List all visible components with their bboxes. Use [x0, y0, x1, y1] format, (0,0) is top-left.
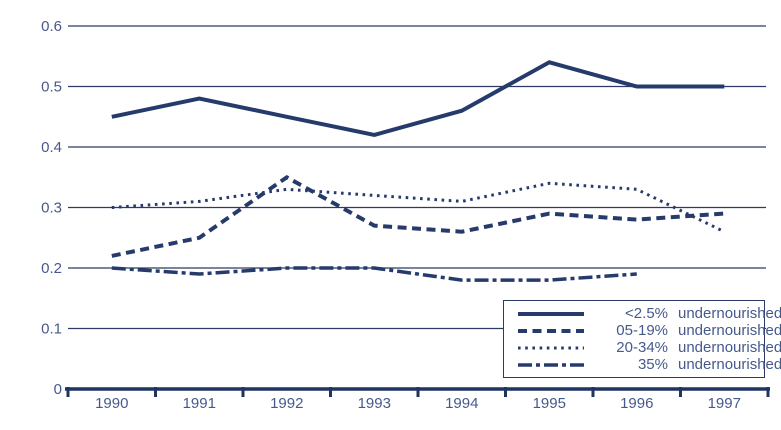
legend-item-05-19-pct: 05-19% undernourished: [516, 322, 781, 339]
legend-pct-label: <2.5%: [625, 305, 668, 322]
legend-text-label: undernourished: [678, 339, 781, 356]
series-line-dashed: [111, 174, 725, 258]
y-axis-tick-label: 0.1: [41, 321, 62, 338]
legend-text-label: undernourished: [678, 322, 781, 339]
legend-item-20-34-pct: 20-34% undernourished: [516, 339, 781, 356]
legend-text-label: undernourished: [678, 356, 781, 373]
x-axis-tick-label: 1995: [533, 395, 566, 412]
series-line-dashdot: [111, 266, 637, 282]
legend-pct-label: 20-34%: [616, 339, 668, 356]
x-axis-tick-label: 1990: [95, 395, 128, 412]
legend-pct-label: 35%: [637, 356, 668, 373]
y-axis-tick-label: 0.2: [41, 260, 62, 277]
x-axis-tick-label: 1997: [708, 395, 741, 412]
x-axis-tick-label: 1992: [270, 395, 303, 412]
legend-line-sample-solid: [518, 311, 584, 316]
x-axis-tick-label: 1993: [358, 395, 391, 412]
y-axis-tick-label: 0.5: [41, 79, 62, 96]
y-axis-tick-label: 0: [54, 381, 62, 398]
legend-line-sample-dotted: [518, 346, 584, 349]
series-line-dotted: [111, 181, 725, 234]
legend-text-label: undernourished: [678, 305, 781, 322]
x-axis-tick-label: 1994: [445, 395, 478, 412]
series-line-solid: [111, 60, 725, 137]
legend-item-under-2-5-pct: <2.5% undernourished: [516, 305, 781, 322]
legend-pct-label: 05-19%: [616, 322, 668, 339]
x-axis-tick-label: 1996: [620, 395, 653, 412]
x-axis-tick-label: 1991: [183, 395, 216, 412]
legend-box: <2.5% undernourished 05-19% undernourish…: [503, 300, 781, 378]
legend-line-sample-dashdot: [518, 362, 584, 367]
legend-line-sample-dashed: [518, 328, 584, 333]
legend-item-35-pct: 35% undernourished: [516, 356, 781, 373]
y-axis-tick-label: 0.6: [41, 18, 62, 35]
y-axis-tick-label: 0.4: [41, 139, 62, 156]
y-axis-tick-label: 0.3: [41, 200, 62, 217]
